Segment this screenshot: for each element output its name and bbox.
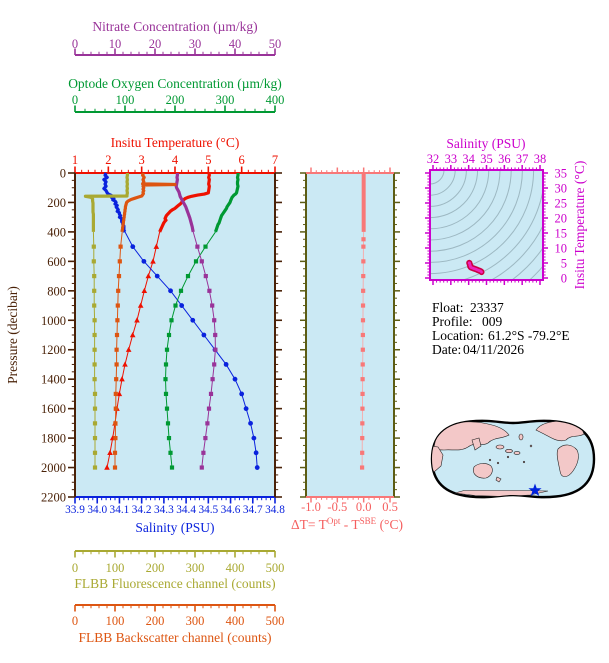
delta-t-panel: -1.0 -0.5 0.0 0.5 ΔT= TOpt - TSBE (°C) [291,167,403,532]
float-info-block: Float: 23337 Profile: 009 Location: 61.2°S … [432,300,570,357]
svg-text:34.0: 34.0 [87,504,107,516]
svg-text:1600: 1600 [41,402,66,416]
nitrate-axis-title: Nitrate Concentration (µm/kg) [92,19,257,34]
svg-text:10: 10 [109,37,122,51]
svg-text:300: 300 [186,561,205,575]
svg-text:1800: 1800 [41,432,66,446]
svg-text:5: 5 [205,153,211,167]
svg-text:400: 400 [226,561,245,575]
float-id-line: Float: 23337 [432,300,504,315]
svg-text:20: 20 [149,37,162,51]
svg-text:400: 400 [226,614,245,628]
svg-text:0: 0 [72,561,78,575]
svg-text:100: 100 [106,561,125,575]
svg-text:1400: 1400 [41,373,66,387]
temperature-axis-title: Insitu Temperature (°C) [111,135,240,150]
svg-text:5: 5 [561,257,567,271]
svg-text:-1.0: -1.0 [301,500,321,514]
svg-text:1: 1 [72,153,78,167]
svg-text:32: 32 [427,152,440,166]
location-line: Location: 61.2°S -79.2°E [432,328,570,343]
fluorescence-axis-title: FLBB Fluorescence channel (counts) [74,576,275,591]
svg-text:0: 0 [561,272,567,286]
date-line: Date: 04/11/2026 [432,342,524,357]
svg-text:0.0: 0.0 [356,500,372,514]
svg-text:100: 100 [106,614,125,628]
svg-text:34.8: 34.8 [265,504,285,516]
svg-text:50: 50 [269,37,282,51]
svg-text:800: 800 [47,284,66,298]
float-location-star-icon [528,483,542,496]
svg-text:33.9: 33.9 [65,504,85,516]
svg-text:500: 500 [266,561,285,575]
ts-background [430,170,543,280]
svg-text:3: 3 [139,153,145,167]
svg-text:15: 15 [555,227,568,241]
oxygen-axis-title: Optode Oxygen Concentration (µm/kg) [68,76,282,91]
svg-text:2200: 2200 [41,491,66,505]
svg-text:34: 34 [462,152,475,166]
svg-text:2000: 2000 [41,461,66,475]
svg-text:34.7: 34.7 [243,504,263,516]
svg-text:25: 25 [555,197,568,211]
svg-text:20: 20 [555,212,568,226]
delta-t-axis-title: ΔT= TOpt - TSBE (°C) [291,516,403,532]
svg-text:35: 35 [555,167,568,181]
svg-text:400: 400 [47,225,66,239]
svg-text:4: 4 [172,153,179,167]
svg-text:40: 40 [229,37,242,51]
delta-panel-background [306,173,394,497]
salinity-axis-title: Salinity (PSU) [135,520,214,535]
svg-text:1200: 1200 [41,343,66,357]
map-land [432,420,587,497]
svg-text:2: 2 [105,153,111,167]
svg-text:34.2: 34.2 [132,504,152,516]
svg-text:33: 33 [445,152,458,166]
svg-text:34.6: 34.6 [221,504,241,516]
svg-text:500: 500 [266,614,285,628]
svg-text:34.3: 34.3 [154,504,174,516]
svg-text:7: 7 [272,153,278,167]
svg-text:0: 0 [72,614,78,628]
svg-text:34.1: 34.1 [110,504,130,516]
svg-text:100: 100 [116,93,135,107]
backscatter-axis-title: FLBB Backscatter channel (counts) [78,630,271,645]
svg-text:0: 0 [72,37,78,51]
svg-text:30: 30 [555,182,568,196]
svg-text:37: 37 [516,152,529,166]
ts-temperature-title: Insitu Temperature (°C) [572,161,587,290]
svg-text:-0.5: -0.5 [327,500,347,514]
svg-text:35: 35 [480,152,493,166]
world-map [430,419,596,499]
svg-text:10: 10 [555,242,568,256]
svg-text:400: 400 [266,93,285,107]
svg-text:200: 200 [146,561,165,575]
ts-salinity-title: Salinity (PSU) [446,136,525,151]
svg-text:30: 30 [189,37,202,51]
svg-text:200: 200 [146,614,165,628]
svg-text:1000: 1000 [41,314,66,328]
svg-text:600: 600 [47,255,66,269]
svg-text:0.5: 0.5 [382,500,398,514]
svg-text:0: 0 [60,167,66,181]
svg-text:200: 200 [166,93,185,107]
main-plot-background [75,173,275,497]
svg-text:38: 38 [534,152,547,166]
profile-line: Profile: 009 [432,314,503,329]
svg-text:34.4: 34.4 [176,504,196,516]
pressure-axis-title: Pressure (decibar) [5,286,20,384]
svg-text:200: 200 [47,196,66,210]
svg-text:6: 6 [239,153,245,167]
svg-text:300: 300 [186,614,205,628]
svg-text:300: 300 [216,93,235,107]
svg-text:36: 36 [498,152,511,166]
svg-text:34.5: 34.5 [198,504,218,516]
svg-text:0: 0 [72,93,78,107]
